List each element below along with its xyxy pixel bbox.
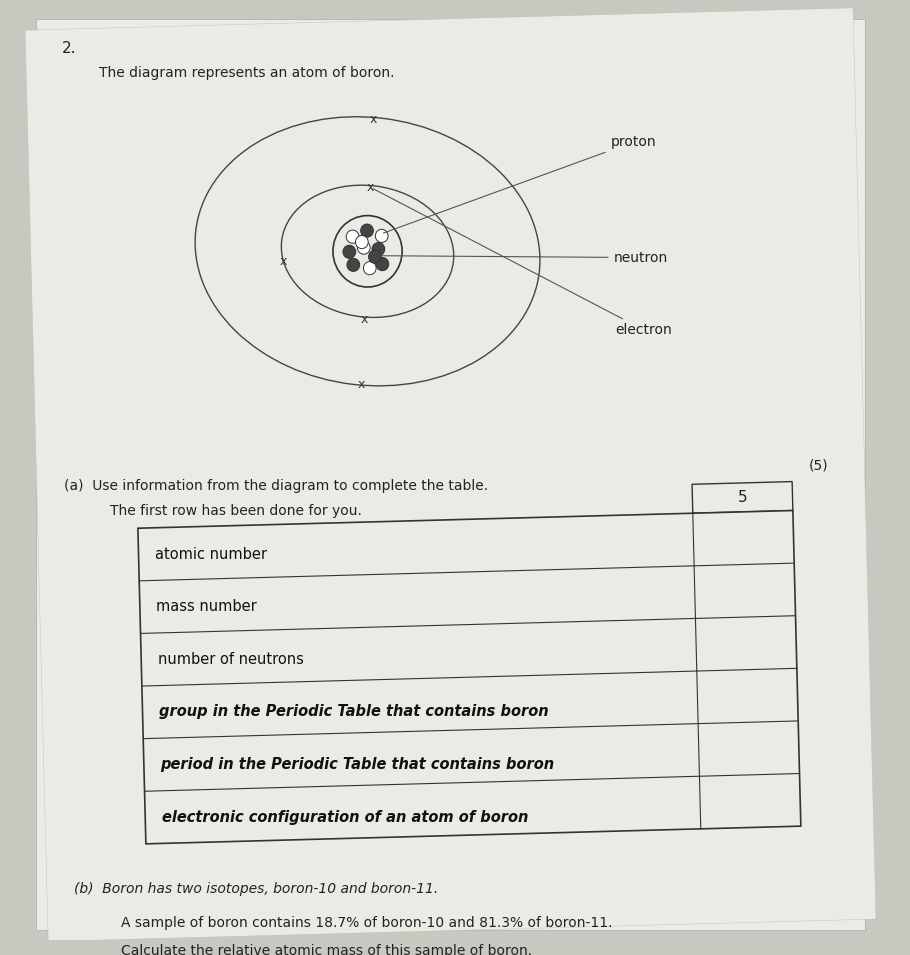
Text: The diagram represents an atom of boron.: The diagram represents an atom of boron.	[99, 66, 395, 80]
Circle shape	[376, 258, 389, 270]
Text: A sample of boron contains 18.7% of boron-10 and 81.3% of boron-11.: A sample of boron contains 18.7% of boro…	[121, 916, 612, 930]
Circle shape	[346, 230, 359, 244]
Text: proton: proton	[383, 135, 656, 233]
Circle shape	[333, 216, 402, 287]
Circle shape	[375, 229, 388, 243]
Text: group in the Periodic Table that contains boron: group in the Periodic Table that contain…	[159, 705, 549, 719]
Text: number of neutrons: number of neutrons	[157, 652, 303, 667]
Text: x: x	[369, 113, 377, 126]
Text: mass number: mass number	[157, 599, 257, 614]
Text: period in the Periodic Table that contains boron: period in the Periodic Table that contai…	[160, 757, 554, 772]
Text: atomic number: atomic number	[155, 546, 267, 562]
FancyBboxPatch shape	[692, 481, 793, 513]
Text: (5): (5)	[809, 458, 828, 472]
FancyBboxPatch shape	[138, 511, 801, 844]
FancyBboxPatch shape	[25, 8, 876, 942]
Circle shape	[360, 224, 373, 237]
Text: 2.: 2.	[62, 41, 76, 55]
Text: x: x	[359, 378, 366, 392]
Circle shape	[363, 262, 376, 275]
Circle shape	[343, 245, 356, 259]
Text: The first row has been done for you.: The first row has been done for you.	[110, 504, 362, 518]
Text: x: x	[279, 255, 287, 267]
Text: neutron: neutron	[381, 250, 668, 265]
Text: 5: 5	[738, 490, 747, 505]
Circle shape	[369, 250, 381, 264]
Text: (a)  Use information from the diagram to complete the table.: (a) Use information from the diagram to …	[64, 478, 488, 493]
Text: electronic configuration of an atom of boron: electronic configuration of an atom of b…	[162, 810, 528, 824]
Text: Calculate the relative atomic mass of this sample of boron.: Calculate the relative atomic mass of th…	[121, 944, 532, 955]
Circle shape	[356, 236, 369, 248]
Text: electron: electron	[373, 188, 672, 337]
FancyBboxPatch shape	[36, 19, 864, 930]
Text: x: x	[367, 180, 374, 194]
Text: x: x	[361, 312, 369, 326]
Circle shape	[372, 243, 385, 256]
Text: (b)  Boron has two isotopes, boron-10 and boron-11.: (b) Boron has two isotopes, boron-10 and…	[75, 881, 439, 896]
Circle shape	[358, 241, 370, 254]
Circle shape	[347, 258, 359, 271]
